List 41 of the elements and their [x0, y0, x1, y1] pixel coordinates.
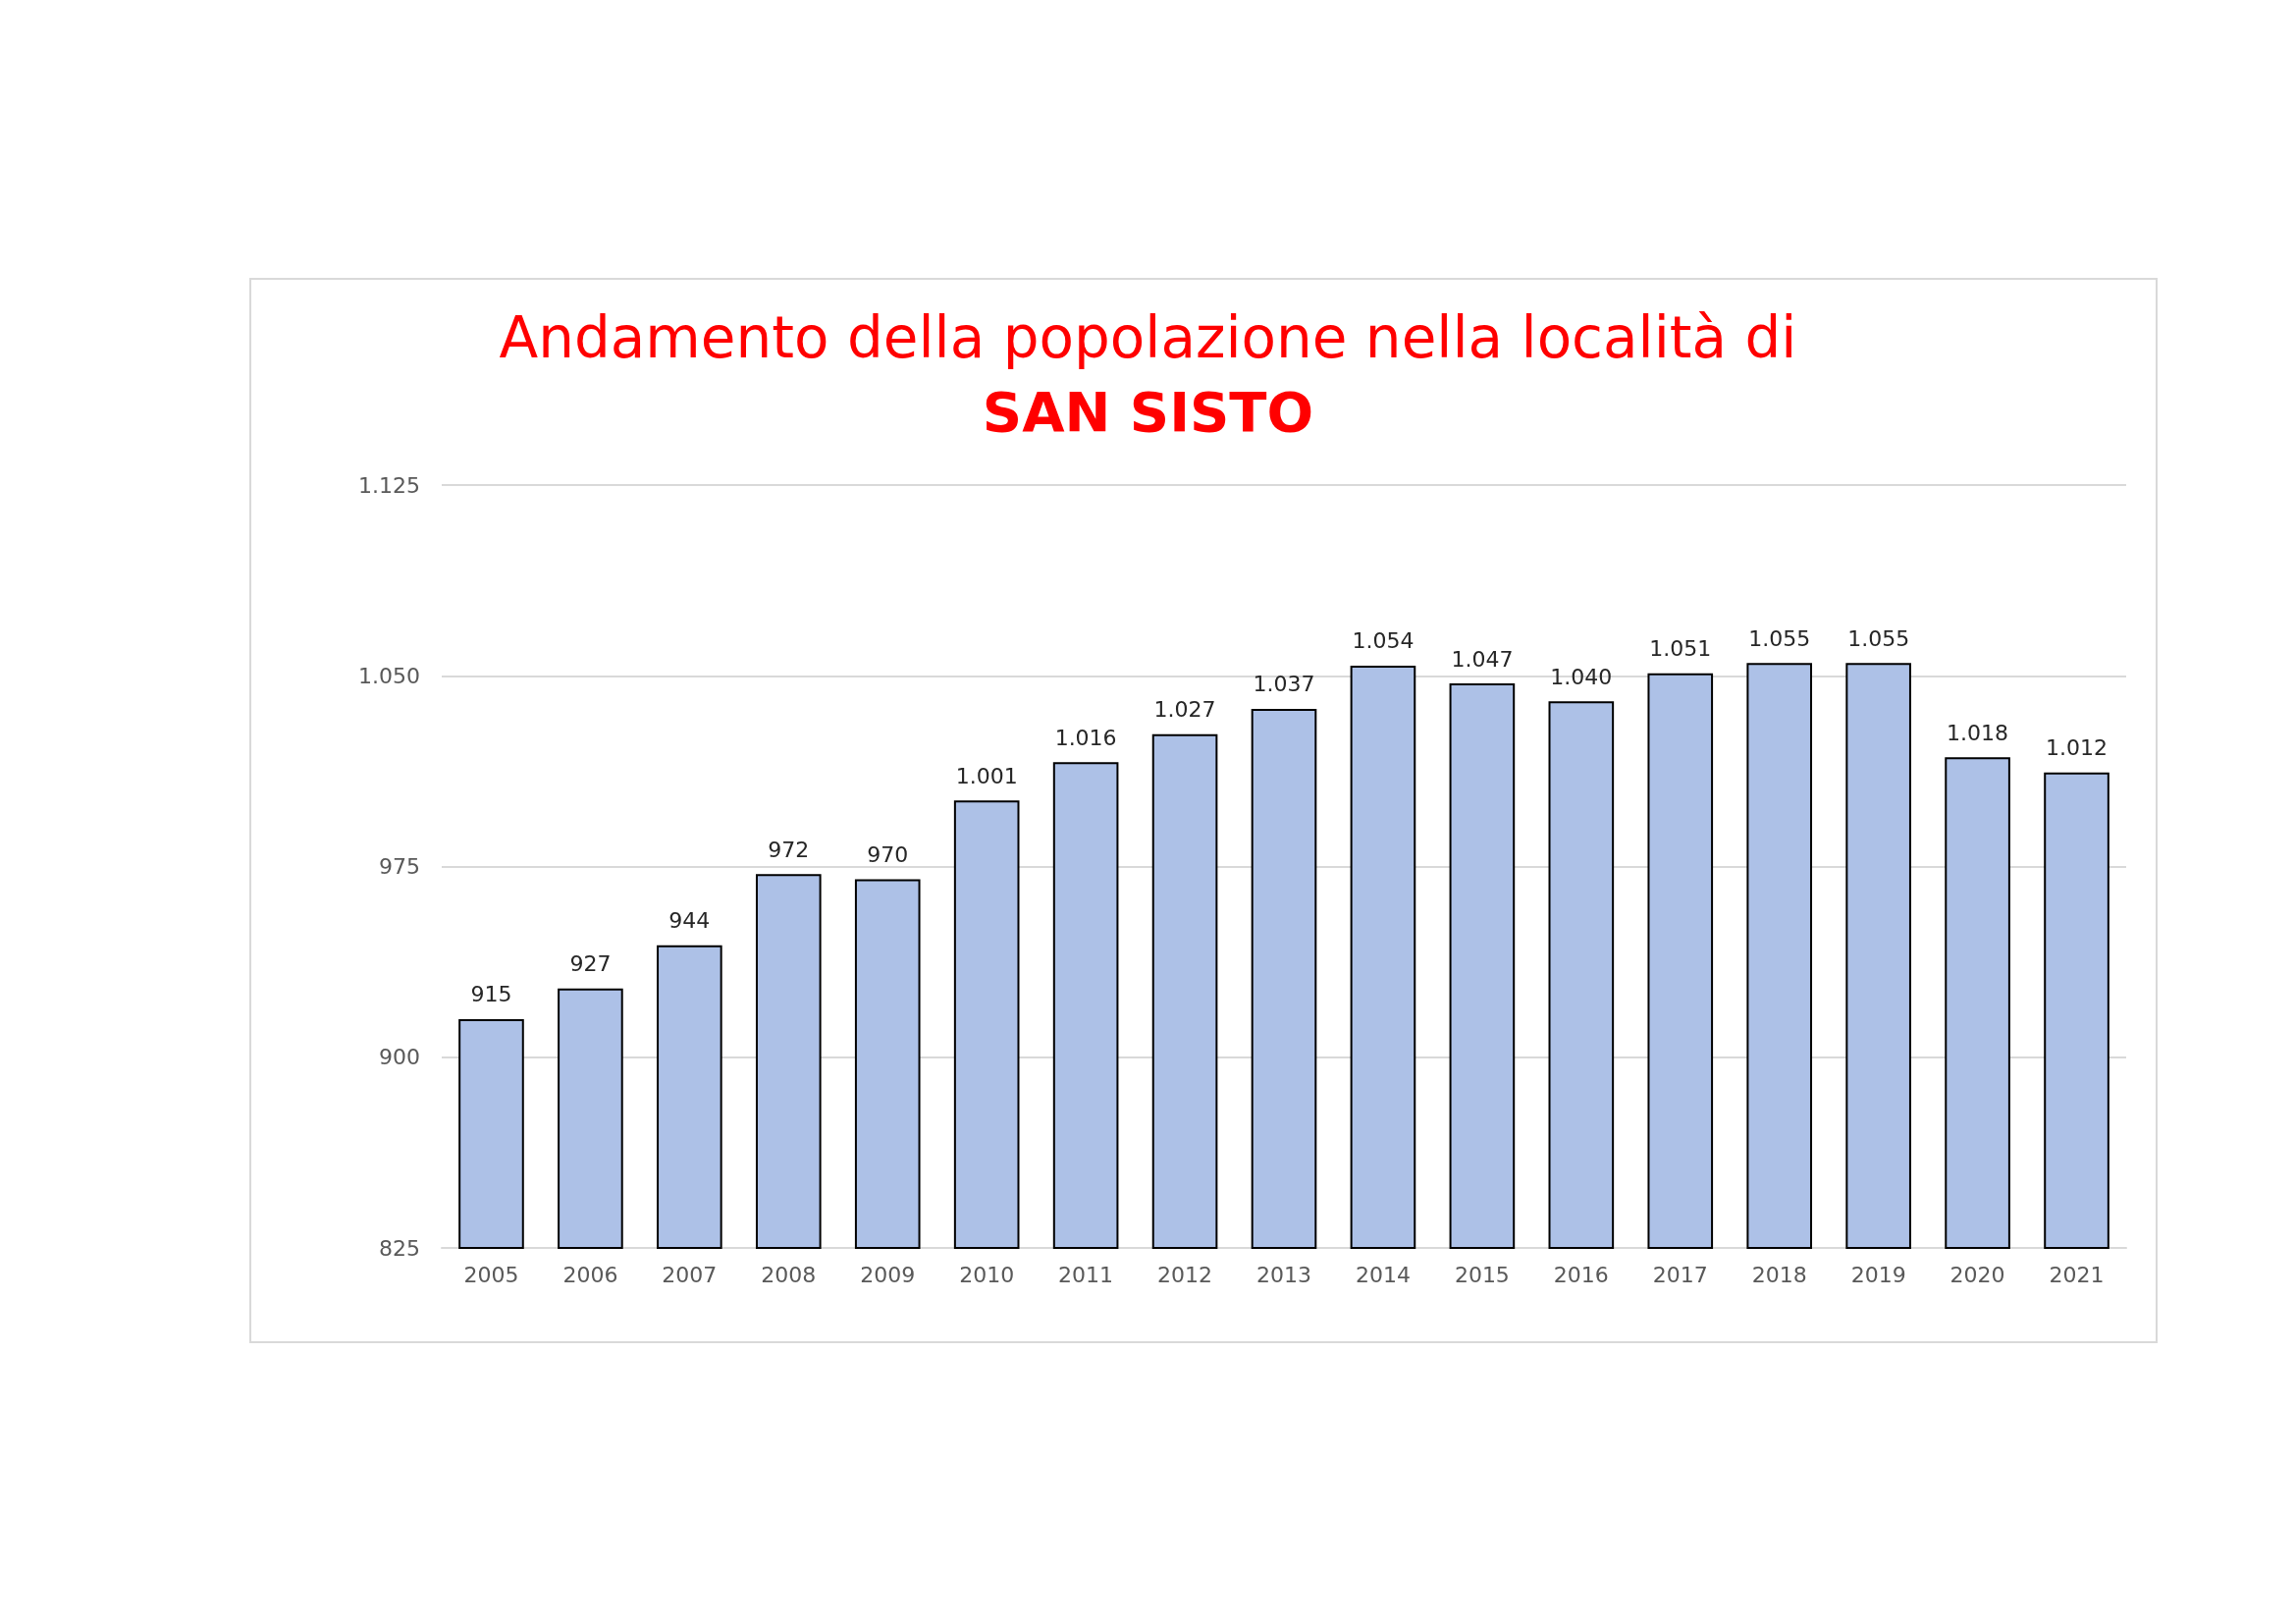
x-tick-label: 2009 — [860, 1262, 916, 1287]
chart-subtitle: SAN SISTO — [982, 379, 1314, 444]
data-label: 1.027 — [1153, 697, 1216, 723]
data-label: 915 — [470, 982, 512, 1007]
x-tick-label: 2006 — [562, 1262, 618, 1287]
x-tick-label: 2021 — [2049, 1262, 2105, 1287]
y-tick-label: 900 — [379, 1045, 420, 1070]
y-tick-label: 1.050 — [358, 663, 420, 688]
data-label: 944 — [668, 908, 711, 934]
x-tick-label: 2015 — [1454, 1262, 1510, 1287]
data-label: 1.001 — [955, 763, 1018, 788]
data-label: 972 — [768, 837, 810, 862]
x-tick-label: 2018 — [1751, 1262, 1807, 1287]
data-label: 1.054 — [1352, 628, 1415, 654]
x-tick-label: 2013 — [1256, 1262, 1311, 1287]
y-tick-label: 975 — [379, 854, 420, 879]
chart-title: Andamento della popolazione nella località di — [499, 304, 1797, 371]
data-label: 1.055 — [1748, 625, 1811, 651]
data-label: 1.012 — [2046, 735, 2109, 761]
y-tick-label: 1.125 — [358, 472, 420, 498]
x-tick-label: 2008 — [761, 1262, 817, 1287]
x-tick-label: 2010 — [959, 1262, 1015, 1287]
data-label: 1.018 — [1947, 720, 2009, 745]
data-label: 1.047 — [1451, 646, 1514, 672]
x-tick-label: 2016 — [1553, 1262, 1609, 1287]
data-label: 927 — [569, 951, 612, 977]
x-tick-label: 2012 — [1157, 1262, 1213, 1287]
x-tick-label: 2020 — [1949, 1262, 2005, 1287]
data-label: 1.051 — [1649, 636, 1712, 662]
data-label: 1.055 — [1847, 625, 1910, 651]
x-tick-label: 2011 — [1058, 1262, 1114, 1287]
x-tick-label: 2005 — [463, 1262, 519, 1287]
data-label: 970 — [867, 841, 909, 867]
data-label: 1.016 — [1054, 725, 1117, 750]
x-tick-label: 2007 — [662, 1262, 718, 1287]
x-tick-label: 2014 — [1355, 1262, 1411, 1287]
data-label: 1.040 — [1550, 664, 1613, 689]
data-label: 1.037 — [1253, 672, 1315, 697]
x-tick-label: 2017 — [1652, 1262, 1708, 1287]
x-tick-label: 2019 — [1850, 1262, 1906, 1287]
y-tick-label: 825 — [379, 1235, 420, 1261]
